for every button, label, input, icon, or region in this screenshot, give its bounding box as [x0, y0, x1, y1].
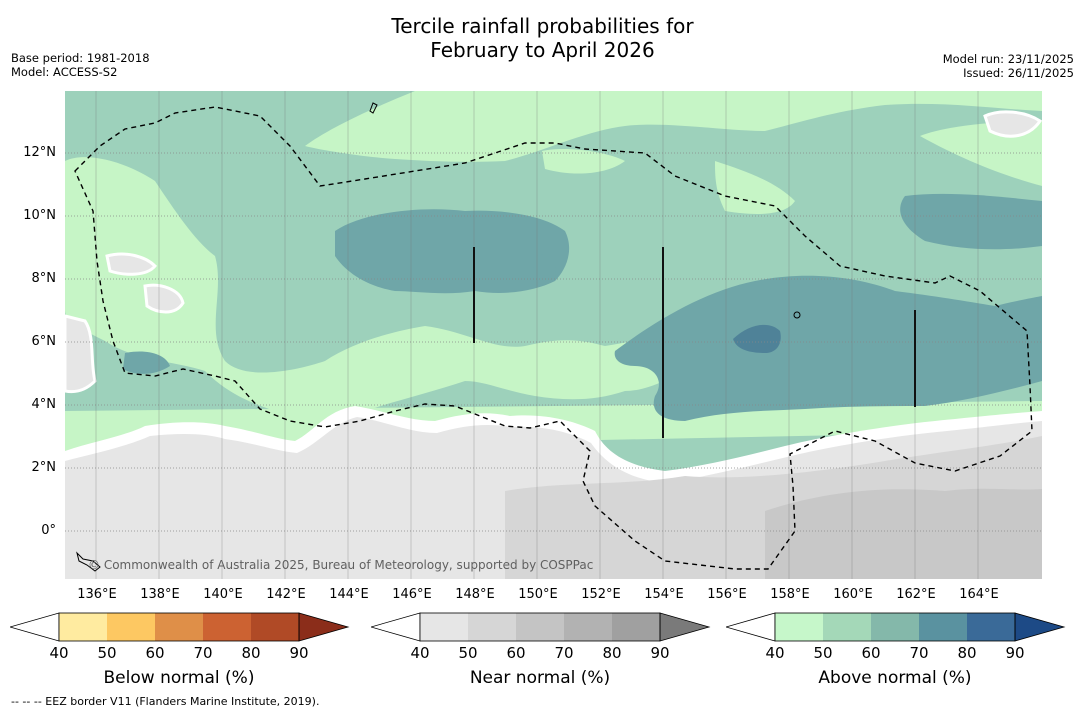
lat-tick-12n: 12°N — [23, 145, 56, 160]
lat-tick-10n: 10°N — [23, 208, 56, 223]
eez-solid-boundaries — [473, 247, 916, 438]
lon-tick-148e: 148°E — [455, 587, 495, 602]
cb-below-tick-90: 90 — [289, 644, 308, 660]
lon-tick-144e: 144°E — [329, 587, 369, 602]
above-normal-high-region — [733, 324, 781, 353]
base-period: Base period: 1981-2018 — [11, 51, 150, 65]
cb-above-tick-40: 40 — [765, 644, 784, 660]
colorbar-below-label: Below normal (%) — [103, 668, 255, 688]
lat-tick-6n: 6°N — [31, 334, 57, 349]
cb-below-seg-70-80 — [203, 613, 251, 641]
cb-below-tick-50: 50 — [97, 644, 116, 660]
cb-near-tick-80: 80 — [602, 644, 621, 660]
map-copyright: © Commonwealth of Australia 2025, Bureau… — [88, 558, 593, 572]
colorbar-near-normal: 40 50 60 70 80 90 — [371, 612, 711, 660]
colorbar-above-label: Above normal (%) — [818, 668, 972, 688]
lon-tick-146e: 146°E — [392, 587, 432, 602]
meta-left: Base period: 1981-2018 Model: ACCESS-S2 — [11, 51, 150, 79]
cb-near-tick-90: 90 — [650, 644, 669, 660]
lon-tick-160e: 160°E — [833, 587, 873, 602]
cb-above-seg-40-50 — [775, 613, 823, 641]
lat-tick-4n: 4°N — [31, 397, 57, 412]
lon-tick-162e: 162°E — [896, 587, 936, 602]
cb-below-tick-40: 40 — [49, 644, 68, 660]
forecast-map: © Commonwealth of Australia 2025, Bureau… — [65, 91, 1042, 579]
cb-above-tick-90: 90 — [1005, 644, 1024, 660]
cb-above-tick-80: 80 — [957, 644, 976, 660]
cb-below-tick-80: 80 — [241, 644, 260, 660]
cb-near-tick-40: 40 — [410, 644, 429, 660]
colorbar-above-normal: 40 50 60 70 80 90 — [726, 612, 1066, 660]
lat-tick-2n: 2°N — [31, 460, 57, 475]
eez-footnote: -- -- -- EEZ border V11 (Flanders Marine… — [11, 695, 320, 708]
cb-near-tick-50: 50 — [458, 644, 477, 660]
near-normal-regions — [65, 110, 1042, 579]
cb-near-seg-60-70 — [516, 613, 564, 641]
cb-below-seg-50-60 — [107, 613, 155, 641]
cb-above-seg-80-90 — [967, 613, 1015, 641]
lon-tick-152e: 152°E — [581, 587, 621, 602]
cb-below-extend-low — [10, 612, 60, 642]
cb-near-extend-high — [660, 613, 709, 641]
colorbar-near-label: Near normal (%) — [469, 668, 611, 688]
chart-title: Tercile rainfall probabilities for Febru… — [0, 14, 1085, 62]
cb-above-tick-50: 50 — [813, 644, 832, 660]
cb-below-extend-high — [299, 613, 348, 641]
lon-tick-142e: 142°E — [266, 587, 306, 602]
cb-above-seg-50-60 — [823, 613, 871, 641]
lon-tick-154e: 154°E — [644, 587, 684, 602]
cb-near-seg-80-90 — [612, 613, 660, 641]
eez-dashed-border — [74, 106, 1033, 570]
cb-near-seg-70-80 — [564, 613, 612, 641]
above-normal-medium-regions — [123, 193, 1042, 421]
lat-tick-0: 0° — [41, 523, 56, 538]
cb-below-seg-40-50 — [59, 613, 107, 641]
cb-near-tick-70: 70 — [554, 644, 573, 660]
cb-below-tick-60: 60 — [145, 644, 164, 660]
issued-date: Issued: 26/11/2025 — [963, 66, 1074, 80]
cb-above-extend-high — [1015, 613, 1064, 641]
cb-below-seg-60-70 — [155, 613, 203, 641]
cb-near-extend-low — [371, 612, 421, 642]
lon-tick-150e: 150°E — [518, 587, 558, 602]
cb-above-tick-70: 70 — [909, 644, 928, 660]
cb-near-tick-60: 60 — [506, 644, 525, 660]
lat-tick-8n: 8°N — [31, 271, 57, 286]
lon-tick-164e: 164°E — [959, 587, 999, 602]
model-name: Model: ACCESS-S2 — [11, 65, 118, 79]
cb-below-seg-80-90 — [251, 613, 299, 641]
lon-tick-156e: 156°E — [707, 587, 747, 602]
lat-gridlines — [65, 152, 1042, 532]
cb-below-tick-70: 70 — [193, 644, 212, 660]
title-line-1: Tercile rainfall probabilities for — [391, 14, 694, 38]
lon-tick-138e: 138°E — [140, 587, 180, 602]
colorbar-below-normal: 40 50 60 70 80 90 — [10, 612, 350, 660]
cb-above-extend-low — [726, 612, 776, 642]
island-outlines — [76, 102, 801, 572]
cb-above-seg-70-80 — [919, 613, 967, 641]
lon-tick-136e: 136°E — [77, 587, 117, 602]
cb-above-seg-60-70 — [871, 613, 919, 641]
lon-tick-140e: 140°E — [203, 587, 243, 602]
cb-above-tick-60: 60 — [861, 644, 880, 660]
cb-near-seg-50-60 — [468, 613, 516, 641]
model-run: Model run: 23/11/2025 — [942, 52, 1074, 66]
meta-right: Model run: 23/11/2025 Issued: 26/11/2025 — [943, 52, 1074, 80]
title-line-2: February to April 2026 — [430, 38, 655, 62]
lon-tick-158e: 158°E — [770, 587, 810, 602]
cb-near-seg-40-50 — [420, 613, 468, 641]
